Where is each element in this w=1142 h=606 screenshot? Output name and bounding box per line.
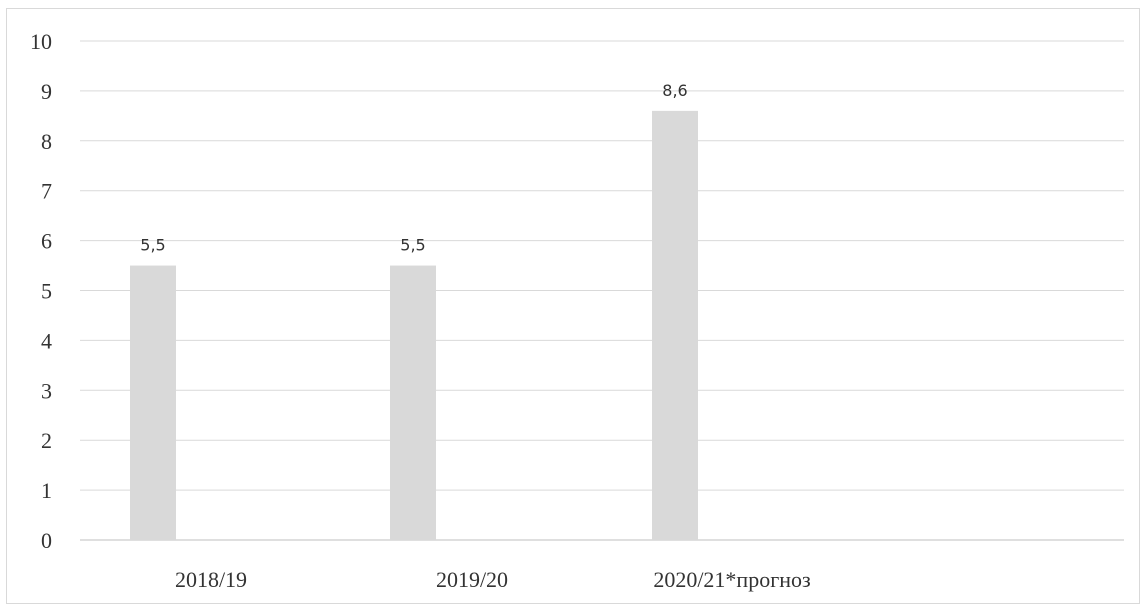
y-tick-label: 4 (41, 328, 52, 353)
y-tick-label: 7 (41, 179, 52, 204)
x-tick-label: 2020/21*прогноз (653, 567, 810, 592)
gridlines (80, 40, 1124, 541)
x-tick-label: 2019/20 (436, 567, 508, 592)
data-label: 5,5 (400, 236, 425, 255)
bar (390, 265, 436, 540)
bars (130, 110, 698, 541)
y-tick-label: 6 (41, 229, 52, 254)
chart-frame (6, 8, 1140, 604)
y-tick-label: 10 (30, 29, 52, 54)
data-label: 5,5 (140, 236, 165, 255)
y-tick-label: 2 (41, 428, 52, 453)
y-tick-label: 9 (41, 79, 52, 104)
y-tick-label: 8 (41, 129, 52, 154)
bar (130, 265, 176, 540)
data-label: 8,6 (662, 81, 687, 100)
x-tick-label: 2018/19 (175, 567, 247, 592)
y-tick-label: 5 (41, 279, 52, 304)
y-tick-label: 0 (41, 528, 52, 553)
x-axis-ticks: 2018/19 2019/20 2020/21*прогноз (175, 567, 811, 592)
bar (652, 110, 698, 541)
y-tick-label: 1 (41, 478, 52, 503)
data-labels: 5,5 5,5 8,6 (140, 81, 687, 255)
y-tick-label: 3 (41, 378, 52, 403)
y-axis-ticks: 0 1 2 3 4 5 6 7 8 9 10 (30, 29, 52, 553)
